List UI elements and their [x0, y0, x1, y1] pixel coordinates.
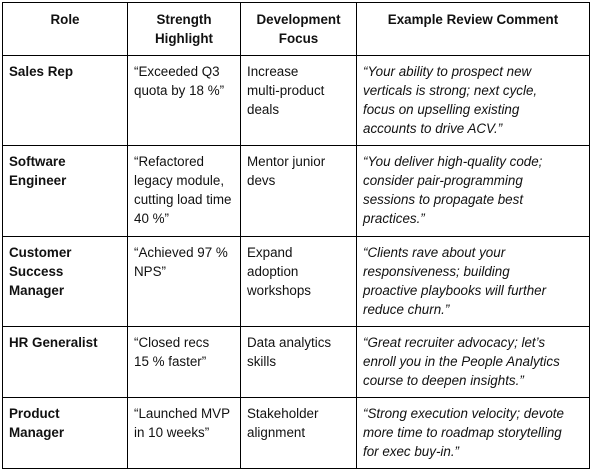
role-cell: Sales Rep [2, 55, 128, 146]
role-cell: HR Generalist [2, 326, 128, 398]
strength-cell: “Closed recs 15 % faster” [127, 326, 241, 398]
comment-cell: “Great recruiter advocacy; let’s enroll … [356, 326, 590, 398]
strength-cell: “Refactored legacy module, cutting load … [127, 145, 241, 237]
header-development-focus: Development Focus [240, 2, 357, 56]
table-row: Customer Success Manager “Achieved 97 % … [2, 236, 590, 327]
comment-cell: “Strong execution velocity; devote more … [356, 397, 590, 469]
table-row: Sales Rep “Exceeded Q3 quota by 18 %” In… [2, 55, 590, 146]
role-cell: Customer Success Manager [2, 236, 128, 327]
review-table: Role Strength Highlight Development Focu… [2, 2, 590, 469]
table-row: HR Generalist “Closed recs 15 % faster” … [2, 326, 590, 398]
strength-cell: “Launched MVP in 10 weeks” [127, 397, 241, 469]
header-example-review-comment: Example Review Comment [356, 2, 590, 56]
focus-cell: Stakeholder alignment [240, 397, 357, 469]
focus-cell: Expand adoption workshops [240, 236, 357, 327]
header-role: Role [2, 2, 128, 56]
table-row: Software Engineer “Refactored legacy mod… [2, 145, 590, 237]
focus-cell: Mentor junior devs [240, 145, 357, 237]
header-strength-highlight: Strength Highlight [127, 2, 241, 56]
comment-cell: “Your ability to prospect new verticals … [356, 55, 590, 146]
comment-cell: “Clients rave about your responsiveness;… [356, 236, 590, 327]
comment-cell: “You deliver high-quality code; consider… [356, 145, 590, 237]
table-header-row: Role Strength Highlight Development Focu… [2, 2, 590, 56]
focus-cell: Increase multi-product deals [240, 55, 357, 146]
strength-cell: “Exceeded Q3 quota by 18 %” [127, 55, 241, 146]
role-cell: Software Engineer [2, 145, 128, 237]
strength-cell: “Achieved 97 % NPS” [127, 236, 241, 327]
focus-cell: Data analytics skills [240, 326, 357, 398]
table-row: Product Manager “Launched MVP in 10 week… [2, 397, 590, 469]
role-cell: Product Manager [2, 397, 128, 469]
